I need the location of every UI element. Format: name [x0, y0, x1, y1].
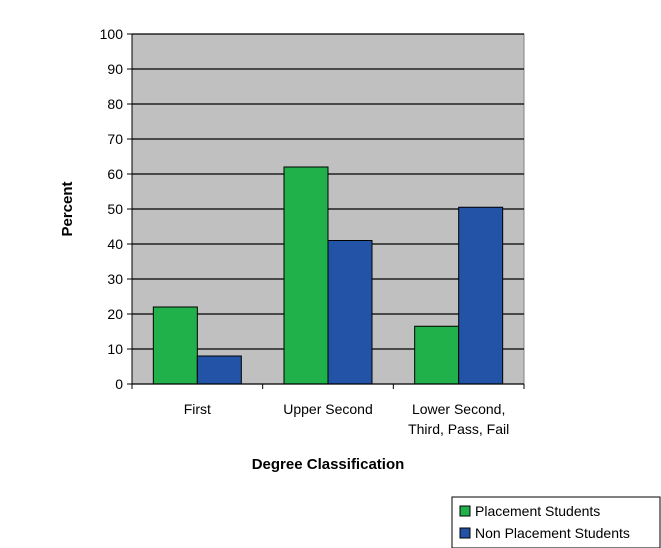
y-tick-label: 60 — [107, 166, 123, 182]
x-category-label: Upper Second — [283, 401, 373, 417]
x-category-label: First — [184, 401, 211, 417]
x-category-label-line: Lower Second, — [412, 401, 505, 417]
y-tick-label: 30 — [107, 271, 123, 287]
legend: Placement Students Non Placement Students — [451, 496, 661, 548]
legend-box — [451, 496, 661, 548]
axes — [127, 33, 525, 389]
y-tick-labels: 0 10 20 30 40 50 60 70 80 90 100 — [100, 26, 124, 392]
legend-swatch — [459, 527, 471, 539]
y-tick-label: 90 — [107, 61, 123, 77]
bar-placement-students-2 — [414, 325, 460, 385]
x-category-label-line: Third, Pass, Fail — [408, 421, 509, 437]
bar-non-placement-students-2 — [458, 206, 504, 385]
y-tick-label: 70 — [107, 131, 123, 147]
x-category-labels: First Upper Second Lower Second, Third, Pas… — [184, 401, 510, 437]
legend-swatch — [459, 505, 471, 517]
x-category-label-line: Upper Second — [283, 401, 373, 417]
y-tick-label: 40 — [107, 236, 123, 252]
y-tick-label: 100 — [100, 26, 124, 42]
y-tick-label: 10 — [107, 341, 123, 357]
x-category-label: Lower Second, Third, Pass, Fail — [408, 401, 509, 437]
y-tick-label: 0 — [115, 376, 123, 392]
bar-non-placement-students-1 — [327, 240, 373, 385]
legend-label: Non Placement Students — [475, 525, 630, 541]
y-tick-label: 50 — [107, 201, 123, 217]
y-axis-title: Percent — [59, 181, 76, 236]
y-tick-label: 20 — [107, 306, 123, 322]
bar-non-placement-students-0 — [196, 355, 242, 385]
legend-label: Placement Students — [475, 503, 600, 519]
y-tick-label: 80 — [107, 96, 123, 112]
bar-placement-students-1 — [283, 166, 329, 385]
bar-placement-students-0 — [152, 306, 198, 385]
x-axis-title: Degree Classification — [252, 456, 405, 473]
x-category-label-line: First — [184, 401, 211, 417]
